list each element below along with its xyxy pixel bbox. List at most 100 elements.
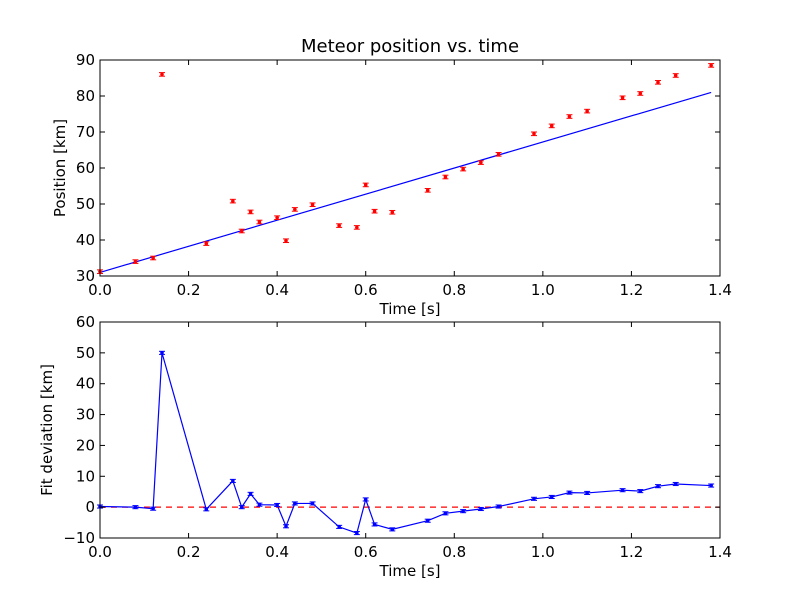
data-marker bbox=[709, 63, 713, 68]
data-point bbox=[203, 507, 210, 512]
data-point bbox=[460, 509, 467, 514]
data-point bbox=[247, 209, 254, 215]
data-point bbox=[283, 524, 289, 529]
data-marker bbox=[638, 91, 643, 96]
x-axis-label: Time [s] bbox=[379, 562, 441, 580]
y-tick-label: 90 bbox=[76, 51, 95, 69]
data-point bbox=[655, 484, 661, 489]
data-marker bbox=[673, 73, 678, 78]
x-tick-label: 0.2 bbox=[177, 543, 201, 561]
data-point bbox=[424, 188, 431, 193]
data-marker bbox=[425, 188, 430, 193]
data-point bbox=[132, 259, 139, 264]
data-marker bbox=[151, 506, 155, 511]
data-marker bbox=[496, 152, 501, 157]
y-axis-label: Fit deviation [km] bbox=[38, 364, 56, 496]
data-marker bbox=[390, 210, 395, 215]
position-chart-ticks: 0.0 0.2 0.4 0.6 0.8 1.0 1.2 1.4 30 40 50 60 70 80 90 bbox=[76, 51, 732, 299]
data-point bbox=[531, 131, 537, 137]
data-point bbox=[672, 73, 679, 78]
data-marker bbox=[549, 124, 554, 128]
data-point bbox=[389, 209, 396, 215]
data-point bbox=[477, 506, 484, 512]
data-marker bbox=[293, 501, 297, 506]
data-point bbox=[362, 497, 369, 502]
x-tick-label: 0.8 bbox=[442, 281, 466, 299]
y-tick-label: 20 bbox=[76, 436, 95, 454]
x-tick-label: 0.2 bbox=[177, 281, 201, 299]
data-marker bbox=[293, 207, 297, 212]
y-tick-label: 40 bbox=[76, 375, 95, 393]
data-point bbox=[353, 531, 360, 536]
data-marker bbox=[496, 504, 501, 509]
x-tick-label: 1.4 bbox=[708, 543, 732, 561]
data-point bbox=[637, 489, 644, 494]
data-point bbox=[442, 174, 449, 180]
data-point bbox=[460, 166, 467, 172]
y-tick-label: 50 bbox=[76, 195, 95, 213]
data-marker bbox=[479, 160, 483, 165]
x-tick-label: 1.2 bbox=[619, 281, 643, 299]
data-marker bbox=[239, 229, 244, 233]
y-tick-label: 30 bbox=[76, 406, 95, 424]
data-point bbox=[309, 501, 316, 506]
data-marker bbox=[284, 524, 288, 529]
data-marker bbox=[372, 522, 377, 527]
data-point bbox=[424, 518, 431, 523]
data-point bbox=[247, 491, 254, 496]
data-marker bbox=[231, 479, 235, 483]
data-point bbox=[229, 198, 236, 204]
data-point bbox=[353, 225, 360, 230]
data-point bbox=[708, 483, 715, 488]
data-point bbox=[371, 208, 378, 214]
deviation-line bbox=[99, 352, 712, 534]
x-tick-label: 0.4 bbox=[265, 543, 289, 561]
data-point bbox=[283, 238, 289, 244]
data-marker bbox=[709, 483, 713, 488]
y-tick-label: 60 bbox=[76, 159, 95, 177]
data-point bbox=[495, 152, 502, 157]
x-tick-label: 1.4 bbox=[708, 281, 732, 299]
data-point bbox=[655, 80, 661, 85]
data-point bbox=[495, 504, 502, 509]
data-point bbox=[531, 496, 537, 501]
data-marker bbox=[355, 225, 359, 230]
data-marker bbox=[532, 132, 536, 136]
data-point bbox=[256, 502, 263, 507]
data-marker bbox=[231, 199, 235, 203]
data-marker bbox=[133, 505, 138, 509]
data-marker bbox=[461, 167, 465, 171]
data-marker bbox=[133, 259, 138, 264]
data-marker bbox=[673, 482, 678, 486]
data-marker bbox=[532, 497, 536, 501]
data-marker bbox=[585, 491, 589, 495]
deviation-chart-ticks: 0.0 0.2 0.4 0.6 0.8 1.0 1.2 1.4 −10 0 10 20 30 40 50 60 bbox=[63, 313, 732, 561]
data-point bbox=[548, 123, 555, 129]
data-point bbox=[274, 502, 281, 508]
data-point bbox=[619, 95, 626, 101]
data-marker bbox=[620, 96, 625, 100]
data-point bbox=[238, 505, 245, 510]
data-marker bbox=[656, 80, 660, 85]
data-marker bbox=[310, 202, 315, 207]
data-point bbox=[150, 506, 157, 511]
data-point bbox=[548, 494, 555, 500]
y-tick-label: 50 bbox=[76, 344, 95, 362]
x-tick-label: 0.8 bbox=[442, 543, 466, 561]
data-point bbox=[672, 481, 679, 487]
data-marker bbox=[363, 497, 368, 502]
data-marker bbox=[567, 490, 572, 495]
y-tick-label: 10 bbox=[76, 467, 95, 485]
data-marker bbox=[248, 492, 253, 496]
data-marker bbox=[443, 175, 448, 179]
x-tick-label: 1.0 bbox=[531, 281, 555, 299]
data-point bbox=[584, 490, 591, 495]
data-marker bbox=[461, 509, 465, 513]
y-axis-label: Position [km] bbox=[51, 119, 69, 217]
data-point bbox=[389, 527, 396, 532]
data-point bbox=[159, 350, 165, 355]
data-point bbox=[566, 114, 573, 119]
data-point bbox=[229, 478, 236, 483]
